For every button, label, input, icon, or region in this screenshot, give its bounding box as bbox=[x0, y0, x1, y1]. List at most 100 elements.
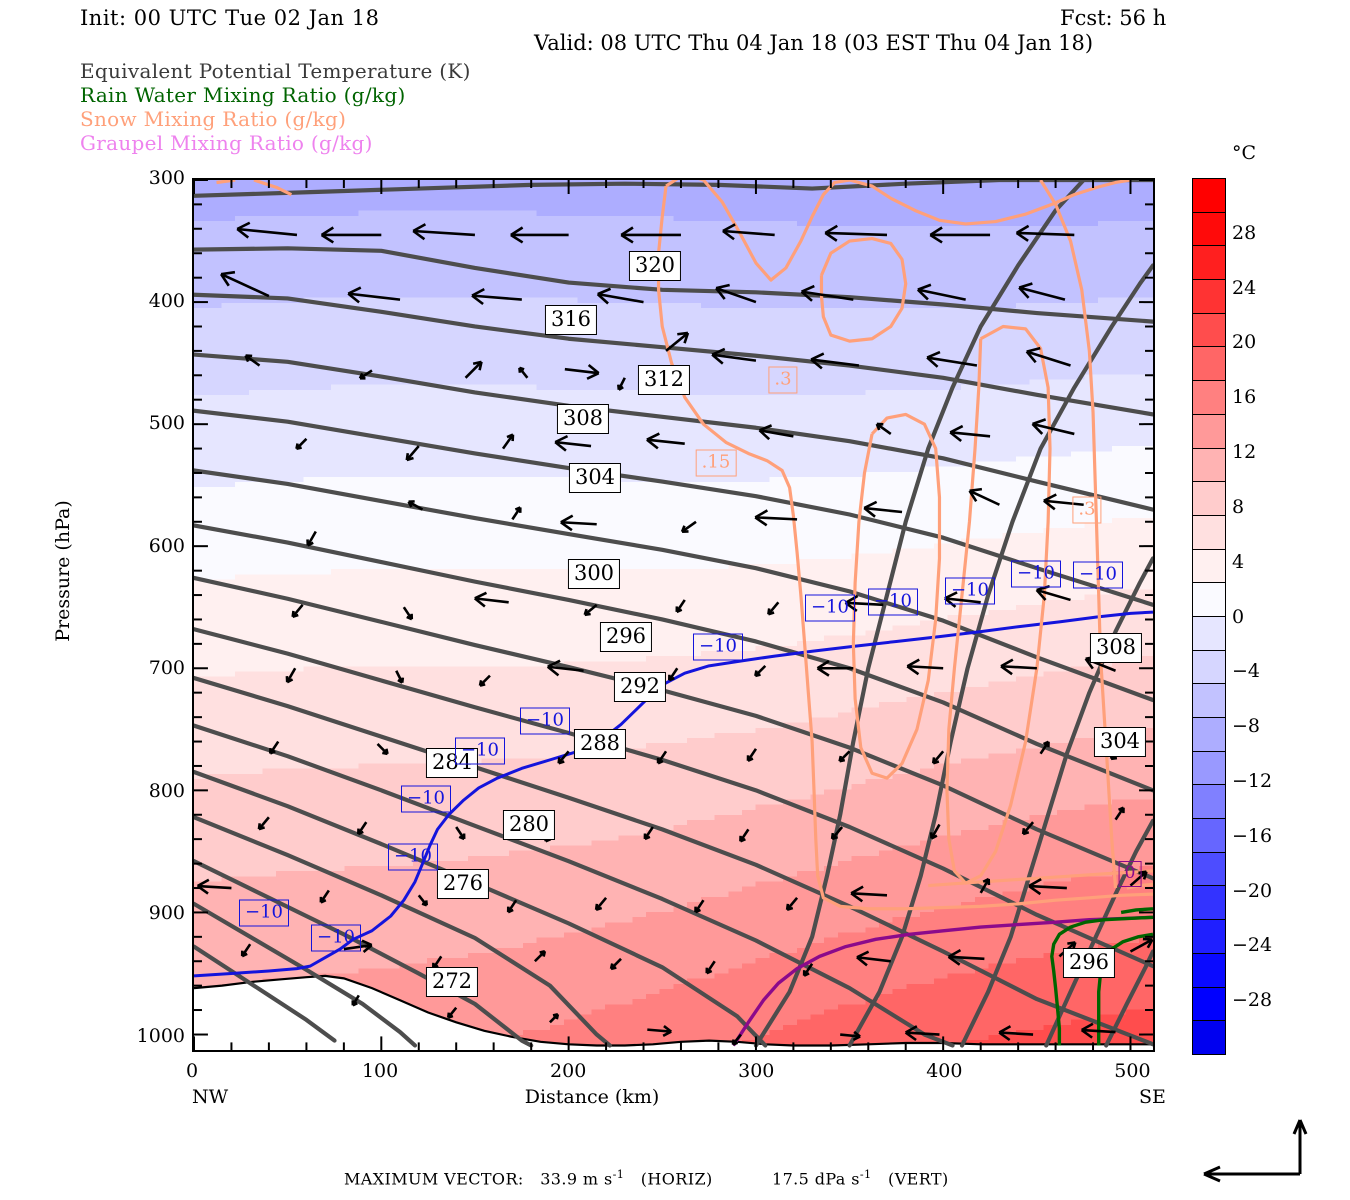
contour-label-neg10: −10 bbox=[1073, 561, 1123, 589]
contour-label-312: 312 bbox=[637, 365, 691, 395]
colorbar-cell bbox=[1193, 179, 1225, 213]
colorbar-label-8: 8 bbox=[1232, 495, 1245, 518]
colorbar-label--28: −28 bbox=[1232, 989, 1273, 1012]
x-axis-title: Distance (km) bbox=[524, 1086, 660, 1108]
colorbar-cell bbox=[1193, 313, 1225, 348]
contour-label-p3: .3 bbox=[1072, 496, 1102, 524]
contour-label-280: 280 bbox=[502, 810, 556, 840]
colorbar-unit-label: °C bbox=[1232, 142, 1257, 164]
max-vector-vert-exponent: -1 bbox=[859, 1168, 872, 1181]
colorbar-label-28: 28 bbox=[1232, 221, 1257, 244]
colorbar-label--12: −12 bbox=[1232, 769, 1273, 792]
forecast-hour-label: Fcst: 56 h bbox=[1060, 6, 1167, 30]
legend-rain-water-mixing-ratio: Rain Water Mixing Ratio (g/kg) bbox=[80, 83, 406, 107]
x-tick-300: 300 bbox=[738, 1060, 775, 1082]
contour-label-276: 276 bbox=[436, 869, 490, 899]
x-tick-100: 100 bbox=[361, 1060, 399, 1082]
colorbar-cell bbox=[1193, 920, 1225, 954]
max-vector-vert-value: 17.5 dPa s bbox=[772, 1169, 860, 1189]
colorbar-cell bbox=[1193, 852, 1225, 887]
contour-label-296: 296 bbox=[599, 622, 653, 652]
legend-snow-mixing-ratio: Snow Mixing Ratio (g/kg) bbox=[80, 107, 347, 131]
colorbar-label-0: 0 bbox=[1232, 605, 1245, 628]
y-tick-600: 600 bbox=[148, 534, 185, 557]
contour-label-neg10: −10 bbox=[868, 588, 918, 616]
plot-inner-ticks bbox=[194, 180, 1153, 1050]
colorbar-cell bbox=[1193, 819, 1225, 853]
legend-equivalent-potential-temperature: Equivalent Potential Temperature (K) bbox=[80, 59, 471, 83]
colorbar-cell bbox=[1193, 785, 1225, 820]
x-tick-400: 400 bbox=[926, 1060, 963, 1082]
colorbar-cell bbox=[1193, 650, 1225, 685]
contour-label-284: 284 bbox=[425, 748, 479, 778]
cross-section-plot[interactable]: 320 316 312 308 304 300 296 292 288 284 280 276 272 3… bbox=[192, 178, 1155, 1052]
colorbar-cell bbox=[1193, 616, 1225, 651]
contour-label-304: 304 bbox=[568, 463, 622, 493]
y-axis-tick-labels: 300 400 500 600 700 800 900 1000 bbox=[110, 167, 185, 1052]
colorbar-cell bbox=[1193, 246, 1225, 281]
init-time-label: Init: 00 UTC Tue 02 Jan 18 bbox=[80, 6, 380, 30]
x-axis-left-endpoint: NW bbox=[192, 1086, 229, 1108]
terrain-profile bbox=[194, 974, 1153, 1050]
colorbar-label--16: −16 bbox=[1232, 824, 1273, 847]
colorbar-cell bbox=[1193, 987, 1225, 1022]
contour-label-308: 308 bbox=[556, 404, 610, 434]
colorbar-cell bbox=[1193, 583, 1225, 617]
contour-label-neg10: −10 bbox=[805, 594, 855, 622]
contour-label-0: 0 bbox=[1118, 861, 1142, 887]
contour-label-p3: .3 bbox=[768, 366, 798, 394]
y-tick-800: 800 bbox=[148, 779, 185, 802]
contour-label-272: 272 bbox=[425, 967, 479, 997]
reference-vector-icon bbox=[1203, 1119, 1308, 1183]
temperature-colorbar[interactable] bbox=[1192, 178, 1226, 1055]
x-axis-right-endpoint: SE bbox=[1139, 1086, 1166, 1108]
y-tick-900: 900 bbox=[148, 902, 185, 925]
contour-label-neg10: −10 bbox=[388, 843, 438, 871]
colorbar-cell bbox=[1193, 347, 1225, 382]
colorbar-label-12: 12 bbox=[1232, 441, 1257, 464]
contour-label-neg10: −10 bbox=[520, 707, 570, 735]
theta-e-contours bbox=[194, 180, 1153, 1048]
colorbar-cell bbox=[1193, 549, 1225, 584]
colorbar-label-24: 24 bbox=[1232, 276, 1257, 299]
max-vector-horiz-value: 33.9 m s bbox=[540, 1169, 613, 1189]
contour-label-296: 296 bbox=[1062, 948, 1116, 978]
colorbar-cell bbox=[1193, 482, 1225, 516]
colorbar-label--8: −8 bbox=[1232, 715, 1261, 738]
colorbar-cell bbox=[1193, 280, 1225, 314]
y-tick-1000: 1000 bbox=[136, 1025, 185, 1048]
x-axis-tick-labels: 0 100 200 300 400 500 bbox=[186, 1060, 1155, 1086]
valid-time-label: Valid: 08 UTC Thu 04 Jan 18 (03 EST Thu … bbox=[534, 31, 1094, 55]
contour-label-300: 300 bbox=[567, 559, 621, 589]
max-vector-vert-unit: (VERT) bbox=[888, 1169, 949, 1189]
colorbar-label-20: 20 bbox=[1232, 331, 1257, 354]
y-tick-300: 300 bbox=[148, 167, 185, 189]
contour-label-304: 304 bbox=[1093, 727, 1147, 757]
colorbar-cell bbox=[1193, 448, 1225, 483]
max-vector-vertical-label: 17.5 dPa s-1 (VERT) bbox=[772, 1168, 949, 1188]
colorbar-label--24: −24 bbox=[1232, 934, 1273, 957]
contour-label-neg10: −10 bbox=[945, 577, 995, 605]
colorbar-cell bbox=[1193, 718, 1225, 752]
graupel-mixing-ratio-contours bbox=[732, 915, 1153, 1047]
contour-label-neg10: −10 bbox=[311, 924, 361, 952]
contour-label-316: 316 bbox=[544, 305, 598, 335]
colorbar-cell bbox=[1193, 212, 1225, 247]
x-tick-500: 500 bbox=[1114, 1060, 1151, 1082]
contour-label-p15: .15 bbox=[695, 449, 737, 477]
colorbar-cell bbox=[1193, 414, 1225, 449]
contour-label-neg10: −10 bbox=[1011, 560, 1061, 588]
colorbar-cell bbox=[1193, 886, 1225, 921]
plot-canvas bbox=[194, 180, 1153, 1050]
x-tick-0: 0 bbox=[185, 1060, 199, 1082]
colorbar-cell bbox=[1193, 684, 1225, 718]
contour-label-288: 288 bbox=[573, 729, 627, 759]
colorbar-label--20: −20 bbox=[1232, 879, 1273, 902]
isotherm-contours bbox=[194, 610, 1153, 978]
max-vector-text: MAXIMUM VECTOR: bbox=[344, 1169, 524, 1189]
y-tick-400: 400 bbox=[148, 289, 185, 312]
max-vector-horizontal-label: MAXIMUM VECTOR: 33.9 m s-1 (HORIZ) bbox=[344, 1168, 713, 1188]
contour-label-neg10: −10 bbox=[455, 737, 505, 765]
max-vector-horiz-exponent: -1 bbox=[612, 1168, 625, 1181]
legend-graupel-mixing-ratio: Graupel Mixing Ratio (g/kg) bbox=[80, 131, 373, 155]
